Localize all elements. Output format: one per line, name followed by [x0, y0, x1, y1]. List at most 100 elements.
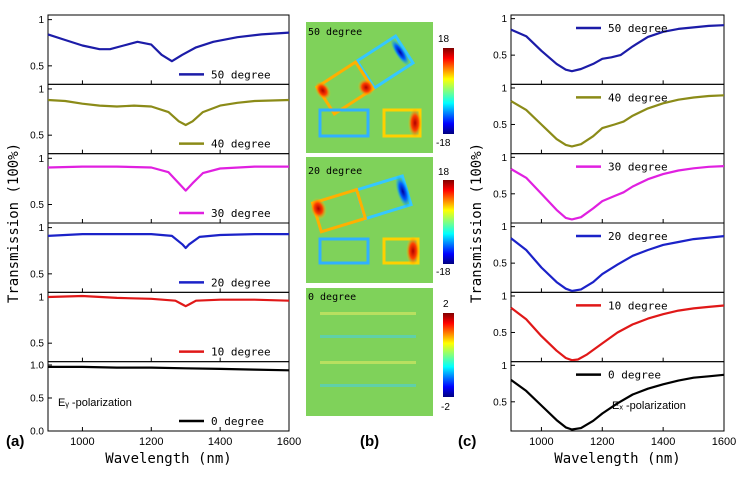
subplot-frame [47, 361, 290, 432]
legend-label: 0 degree [608, 369, 661, 382]
series-line [510, 165, 725, 221]
heatmap-50-degree: 50 degree 18 -18 [306, 22, 454, 153]
y-tick-label: 1 [38, 154, 44, 165]
subplot-frame [510, 361, 725, 432]
field-stripe [320, 335, 416, 338]
y-axis-label: Transmission (100%) [469, 143, 485, 303]
series-line [48, 365, 290, 372]
legend-label: 20 degree [211, 276, 271, 289]
y-tick-label: 1 [501, 83, 507, 94]
y-tick-label: 0.5 [30, 339, 44, 350]
y-tick-label: 0.5 [493, 120, 507, 131]
annotation-polarization: Eₓ -polarization [612, 400, 686, 412]
legend-label: 40 degree [608, 91, 668, 104]
legend-label: 0 degree [211, 415, 264, 428]
panel-letter-c: (c) [458, 433, 476, 450]
series-line [510, 304, 725, 362]
y-tick-label: 0.5 [493, 189, 507, 200]
x-tick-label: 1600 [277, 436, 301, 448]
legend-label: 30 degree [608, 161, 668, 174]
y-tick-label: 0.5 [493, 328, 507, 339]
series-line [47, 294, 290, 308]
subplot-20-degree: 1 0.5 20 degree [30, 222, 290, 293]
annotation-polarization: Eᵧ -polarization [58, 397, 132, 409]
x-tick-label: 1200 [139, 436, 163, 448]
colorbar-min-label: -2 [441, 402, 450, 413]
legend-label: 10 degree [211, 346, 271, 359]
series-line [47, 165, 289, 192]
legend-label: 50 degree [211, 68, 271, 81]
colorbar-max-label: 18 [438, 34, 450, 45]
heatmap-20-degree: 20 degree 18 -18 [306, 157, 454, 283]
field-stripe [320, 312, 416, 315]
y-tick-label: 1 [501, 361, 507, 372]
subplot-10-degree: 1 0.5 10 degree [493, 291, 725, 363]
x-axis-label: Wavelength (nm) [554, 451, 680, 467]
colorbar [443, 180, 454, 264]
colorbar-max-label: 18 [438, 167, 450, 178]
heatmap-label: 50 degree [308, 27, 362, 38]
field-ring-middle [307, 187, 368, 234]
y-tick-label: 1 [38, 223, 44, 234]
heatmap-0-degree: 0 degree 2 -2 [306, 288, 454, 416]
heatmap-label: 20 degree [308, 166, 362, 177]
y-tick-label: 0.0 [30, 427, 44, 438]
colorbar-min-label: -18 [436, 267, 451, 278]
colorbar [443, 313, 454, 397]
y-tick-label: 0.5 [30, 393, 44, 404]
field-stripe [320, 384, 416, 387]
field-ring-lower-left [318, 237, 370, 265]
subplot-40-degree: 1 0.5 40 degree [493, 83, 725, 155]
subplot-50-degree: 1 0.5 50 degree [30, 14, 290, 85]
field-ring-middle [311, 59, 378, 117]
y-tick-label: 1 [38, 84, 44, 95]
series-line [510, 235, 725, 292]
series-line [47, 31, 290, 63]
x-tick-label: 1400 [208, 436, 232, 448]
y-tick-label: 0.5 [493, 51, 507, 62]
subplot-50-degree: 1 0.5 50 degree [493, 14, 725, 85]
series-line [47, 98, 290, 127]
x-tick-label: 1000 [529, 436, 553, 448]
colorbar-min-label: -18 [436, 138, 451, 149]
subplot-40-degree: 1 0.5 40 degree [30, 83, 290, 155]
y-tick-label: 1 [501, 222, 507, 233]
subplot-30-degree: 1 0.5 30 degree [493, 153, 725, 224]
heatmap-label: 0 degree [308, 292, 356, 303]
panel-letter-b: (b) [360, 433, 379, 450]
series-line [510, 94, 725, 148]
y-tick-label: 1 [38, 292, 44, 303]
x-tick-label: 1600 [712, 436, 736, 448]
field-ring-lower-left [318, 108, 370, 138]
subplot-0-degree: 1.0 0.5 0.0 0 degree [30, 360, 290, 438]
subplot-10-degree: 1 0.5 10 degree [30, 291, 290, 363]
colorbar-max-label: 2 [443, 299, 449, 310]
legend-label: 20 degree [608, 230, 668, 243]
colorbar [443, 48, 454, 134]
panel-letter-a: (a) [6, 433, 24, 450]
y-tick-label: 1 [501, 291, 507, 302]
panel-b: 50 degree 18 -18 20 degree 18 -18 [306, 22, 454, 450]
y-tick-label: 1 [501, 153, 507, 164]
y-tick-label: 0.5 [30, 131, 44, 142]
x-tick-label: 1400 [651, 436, 675, 448]
series-line [510, 24, 725, 73]
field-ring-upper [354, 33, 416, 91]
series-line [510, 373, 725, 431]
legend-label: 30 degree [211, 207, 271, 220]
x-tick-label: 1200 [590, 436, 614, 448]
y-tick-label: 0.5 [493, 397, 507, 408]
y-tick-label: 0.5 [30, 61, 44, 72]
y-tick-label: 1.0 [30, 360, 44, 371]
y-tick-label: 0.5 [30, 200, 44, 211]
y-axis-label: Transmission (100%) [6, 143, 22, 303]
series-line [47, 233, 289, 250]
legend-label: 10 degree [608, 299, 668, 312]
legend-label: 50 degree [608, 22, 668, 35]
heatmap-background [306, 288, 433, 416]
x-tick-label: 1000 [70, 436, 94, 448]
field-stripe [320, 361, 416, 364]
